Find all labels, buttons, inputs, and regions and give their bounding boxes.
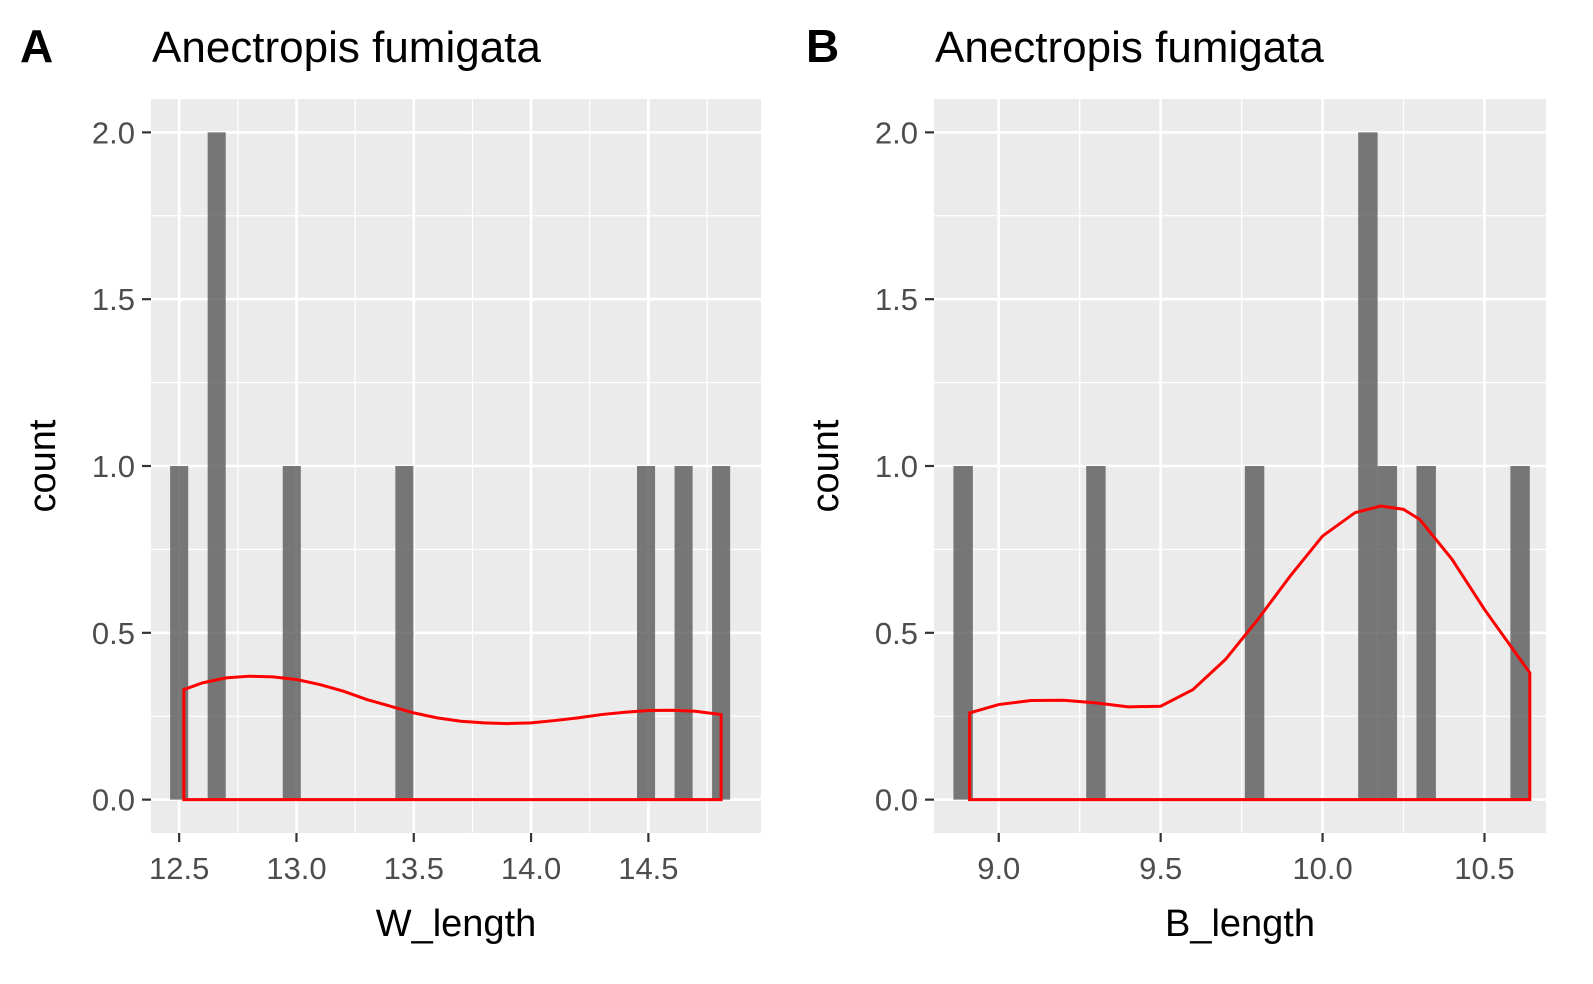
panel-b-bar [1510, 466, 1530, 800]
panel-b-tag: B [806, 20, 839, 72]
panel-b-bar [1358, 132, 1378, 800]
panel-a-x-axis-title: W_length [376, 903, 537, 945]
panel-b-bar [953, 466, 973, 800]
panel-b-x-tick-labels: 9.0 9.5 10.0 10.5 [977, 851, 1514, 886]
panel-b-x-tick-label: 9.5 [1139, 851, 1182, 886]
panel-a-tag: A [20, 20, 53, 72]
panel-b-y-tick-label: 0.5 [875, 616, 918, 651]
panel-b-y-tick-label: 1.0 [875, 449, 918, 484]
panel-a-x-tick-label: 13.0 [266, 851, 326, 886]
panel-a-y-tick-label: 0.0 [92, 783, 135, 818]
panel-a-bar [170, 466, 189, 800]
panel-a-y-tick-label: 0.5 [92, 616, 135, 651]
panel-a-x-tick-label: 12.5 [149, 851, 209, 886]
panel-b-bar [1086, 466, 1106, 800]
panel-a-bar [395, 466, 414, 800]
panel-a-y-tick-label: 1.5 [92, 282, 135, 317]
panel-b-y-tick-label: 1.5 [875, 282, 918, 317]
panel-b: B Anectropis fumigata 9.0 9.5 10.0 10.5 … [805, 20, 1546, 945]
panel-b-bar [1244, 466, 1265, 800]
panel-a-bar [282, 466, 301, 800]
panel-a-y-tick-labels: 0.0 0.5 1.0 1.5 2.0 [92, 115, 135, 817]
panel-a-bar [674, 466, 693, 800]
panel-b-bar [1377, 466, 1398, 800]
panel-a-density-curve [182, 674, 723, 802]
panel-a-bar [637, 466, 656, 800]
panel-b-y-tick-label: 2.0 [875, 115, 918, 150]
panel-a-x-tick-label: 14.5 [618, 851, 678, 886]
panel-b-y-axis-title: count [805, 419, 847, 512]
panel-b-x-axis-title: B_length [1165, 903, 1315, 945]
panel-b-x-tick-label: 10.5 [1454, 851, 1514, 886]
panel-b-density-curve [968, 504, 1532, 802]
panel-b-y-tick-label: 0.0 [875, 783, 918, 818]
panel-a: A Anectropis fumigata 12.5 13.0 13.5 14.… [20, 20, 761, 945]
panel-a-y-axis-title: count [22, 419, 64, 512]
panel-b-bars [953, 132, 1530, 800]
panel-b-ticks [925, 131, 1486, 842]
panel-b-x-tick-label: 10.0 [1292, 851, 1352, 886]
panel-a-title: Anectropis fumigata [152, 23, 541, 72]
panel-b-title: Anectropis fumigata [935, 23, 1324, 72]
panel-b-x-tick-label: 9.0 [977, 851, 1020, 886]
panel-a-ticks [142, 131, 650, 842]
panel-a-x-tick-labels: 12.5 13.0 13.5 14.0 14.5 [149, 851, 679, 886]
panel-a-y-tick-label: 1.0 [92, 449, 135, 484]
panel-a-bar [207, 132, 226, 800]
panel-b-y-tick-labels: 0.0 0.5 1.0 1.5 2.0 [875, 115, 918, 817]
panel-a-x-tick-label: 13.5 [384, 851, 444, 886]
panel-a-y-tick-label: 2.0 [92, 115, 135, 150]
panel-a-bar [712, 466, 731, 800]
panel-b-bar [1416, 466, 1436, 800]
panel-b-grid [934, 99, 1546, 833]
panel-a-x-tick-label: 14.0 [501, 851, 561, 886]
